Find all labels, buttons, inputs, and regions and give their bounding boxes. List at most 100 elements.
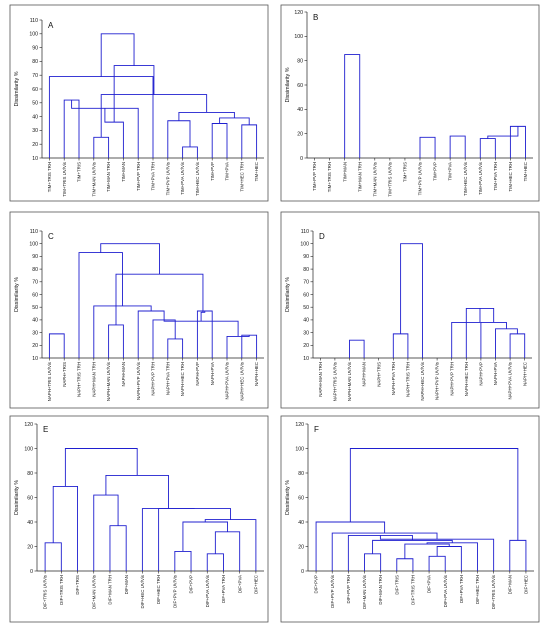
dendrogram-link [349,448,519,541]
leaf-label: TIM+HEC UV/Vis [195,161,200,196]
leaf-label: TIM+MAN TRH [357,162,362,192]
leaf-label: DIF+PVA TRH [459,575,464,603]
y-tick-label: 50 [303,305,309,311]
dendrogram-panel-f: F 0 20 40 60 80 100 120 Dissimilarity % DIF+PVP DI… [280,415,540,623]
leaf-label: NAPH+HEC TRH [464,362,469,396]
leaf-label: NAPH+PVA [493,362,498,385]
leaf-label: TIM+PVA [225,162,230,181]
y-tick-label: 60 [297,83,303,89]
leaf-label: DIF+HEC [524,575,529,594]
leaf-label: NAPH+HEC [522,362,527,386]
leaf-label: NAPH+TRIS TRH [406,362,411,397]
leaf-label: TIM+HEC TRH [508,162,513,192]
leaf-label: TIM+PVP TRH [312,162,317,191]
leaf-label: NAPH+PVA TRH [391,362,396,395]
leaf-label: DIF+MAN [507,575,512,594]
leaf-label: DIF+MAN [124,575,129,594]
y-tick-label: 20 [27,544,33,550]
y-tick-label: 120 [24,422,33,428]
y-tick-label: 20 [303,343,309,349]
y-axis-title: Dissimilarity % [14,277,20,312]
leaf-label: TIM+MAN [121,162,126,182]
leaf-label: TIM+TRIS UV/Vis [62,161,67,196]
y-tick-label: 110 [30,229,38,235]
y-tick-label: 10 [32,356,38,362]
y-tick-label: 10 [32,156,38,162]
leaf-label: NAPH+HEC UV/Vis [239,361,244,400]
y-tick-label: 0 [301,569,304,575]
leaf-label: NAPH+PVP UV/Vis [435,361,440,400]
leaf-label: TIM+HEC [523,162,528,181]
y-axis-title: Dissimilarity % [14,71,20,106]
leaf-label: DIF+HEC TRH [475,575,480,604]
leaf-label: NAPH+PVP TRH [449,362,454,396]
dendrogram-link [64,448,138,487]
dendrogram-panel-e: E 0 20 40 60 80 100 120 Dissimilarity % DIF+TRIS … [9,415,269,623]
y-tick-label: 70 [32,280,38,286]
leaf-label: TIM+PVP UV/Vis [165,161,170,195]
leaf-label: NAPH+TRIS UV/Vis [47,361,52,401]
dendrogram-link [100,243,160,275]
leaf-label: DIF+PVP [189,575,194,593]
leaf-label: NAPH+PVA TRH [165,362,170,395]
dendrogram-link [141,508,195,571]
y-tick-label: 110 [301,229,309,235]
dendrogram-panel-c: C 10 20 30 40 50 60 70 80 90 100 110 Dissimilarity %… [9,211,269,409]
y-tick-label: 60 [303,292,309,298]
leaf-label: DIF+HEC UV/Vis [140,574,145,608]
y-tick-label: 40 [298,520,304,526]
y-tick-label: 50 [32,101,38,107]
leaf-label: NAPH+MAN TRH [318,362,323,397]
y-tick-label: 40 [27,520,33,526]
leaf-label: TIM+PVA TRH [493,162,498,191]
leaf-label: TIM+TRIS UV/Vis [387,161,392,196]
y-tick-label: 80 [303,267,309,273]
y-tick-label: 10 [303,356,309,362]
panel-label: A [48,21,54,30]
y-tick-label: 120 [294,10,303,16]
leaf-label: NAPH+MAN TRH [91,362,96,397]
leaf-label: NAPH+MAN [362,362,367,387]
leaf-label: NAPH+PVP UV/Vis [136,361,141,400]
y-tick-label: 20 [32,142,38,148]
leaf-label: NAPH+TRIS [62,362,67,387]
panel-frame [9,211,269,409]
leaf-label: NAPH+MAN UV/Vis [106,361,111,401]
y-axis-title: Dissimilarity % [285,480,291,515]
y-tick-label: 40 [32,114,38,120]
dendrogram-panel-a: A 10 20 30 40 50 60 70 80 90 100 110 Dissimilarity %… [9,4,269,202]
leaf-label: NAPH+TRIS TRH [77,362,82,397]
y-tick-label: 100 [29,242,38,248]
leaf-label: NAPH+PVA UV/Vis [508,361,513,399]
leaf-label: DIF+PVA TRH [221,575,226,603]
y-tick-label: 80 [298,471,304,477]
leaf-label: DIF+PVP UV/Vis [172,574,177,608]
y-tick-label: 100 [29,32,38,38]
y-tick-label: 20 [297,131,303,137]
leaf-label: TIM+TRIS TRH [47,162,52,192]
leaf-label: DIF+PVA UV/Vis [443,574,448,607]
panel-frame [280,415,540,623]
y-tick-label: 60 [27,495,33,501]
dendrogram-link [449,135,466,158]
leaf-label: DIF+TRIS UV/Vis [43,574,48,609]
leaf-label: NAPH+PVP [479,362,484,386]
panel-frame [280,211,540,409]
leaf-label: TIM+PVP [210,162,215,181]
leaf-label: TIM+PVP TRH [136,162,141,191]
leaf-label: DIF+HEC [253,575,258,594]
y-tick-label: 30 [32,330,38,336]
leaf-label: NAPH+PVA [210,362,215,385]
leaf-label: DIF+TRIS UV/Vis [491,574,496,609]
leaf-label: NAPH+MAN [121,362,126,387]
leaf-label: TIM+HEC TRH [239,162,244,192]
panel-label: B [313,13,318,22]
y-tick-label: 60 [32,87,38,93]
leaf-label: TIM+PVA UV/Vis [180,161,185,195]
y-tick-label: 60 [32,292,38,298]
leaf-label: DIF+HEC TRH [156,575,161,604]
panel-frame [280,4,540,202]
y-tick-label: 80 [27,471,33,477]
leaf-label: TIM+TRIS [77,162,82,182]
